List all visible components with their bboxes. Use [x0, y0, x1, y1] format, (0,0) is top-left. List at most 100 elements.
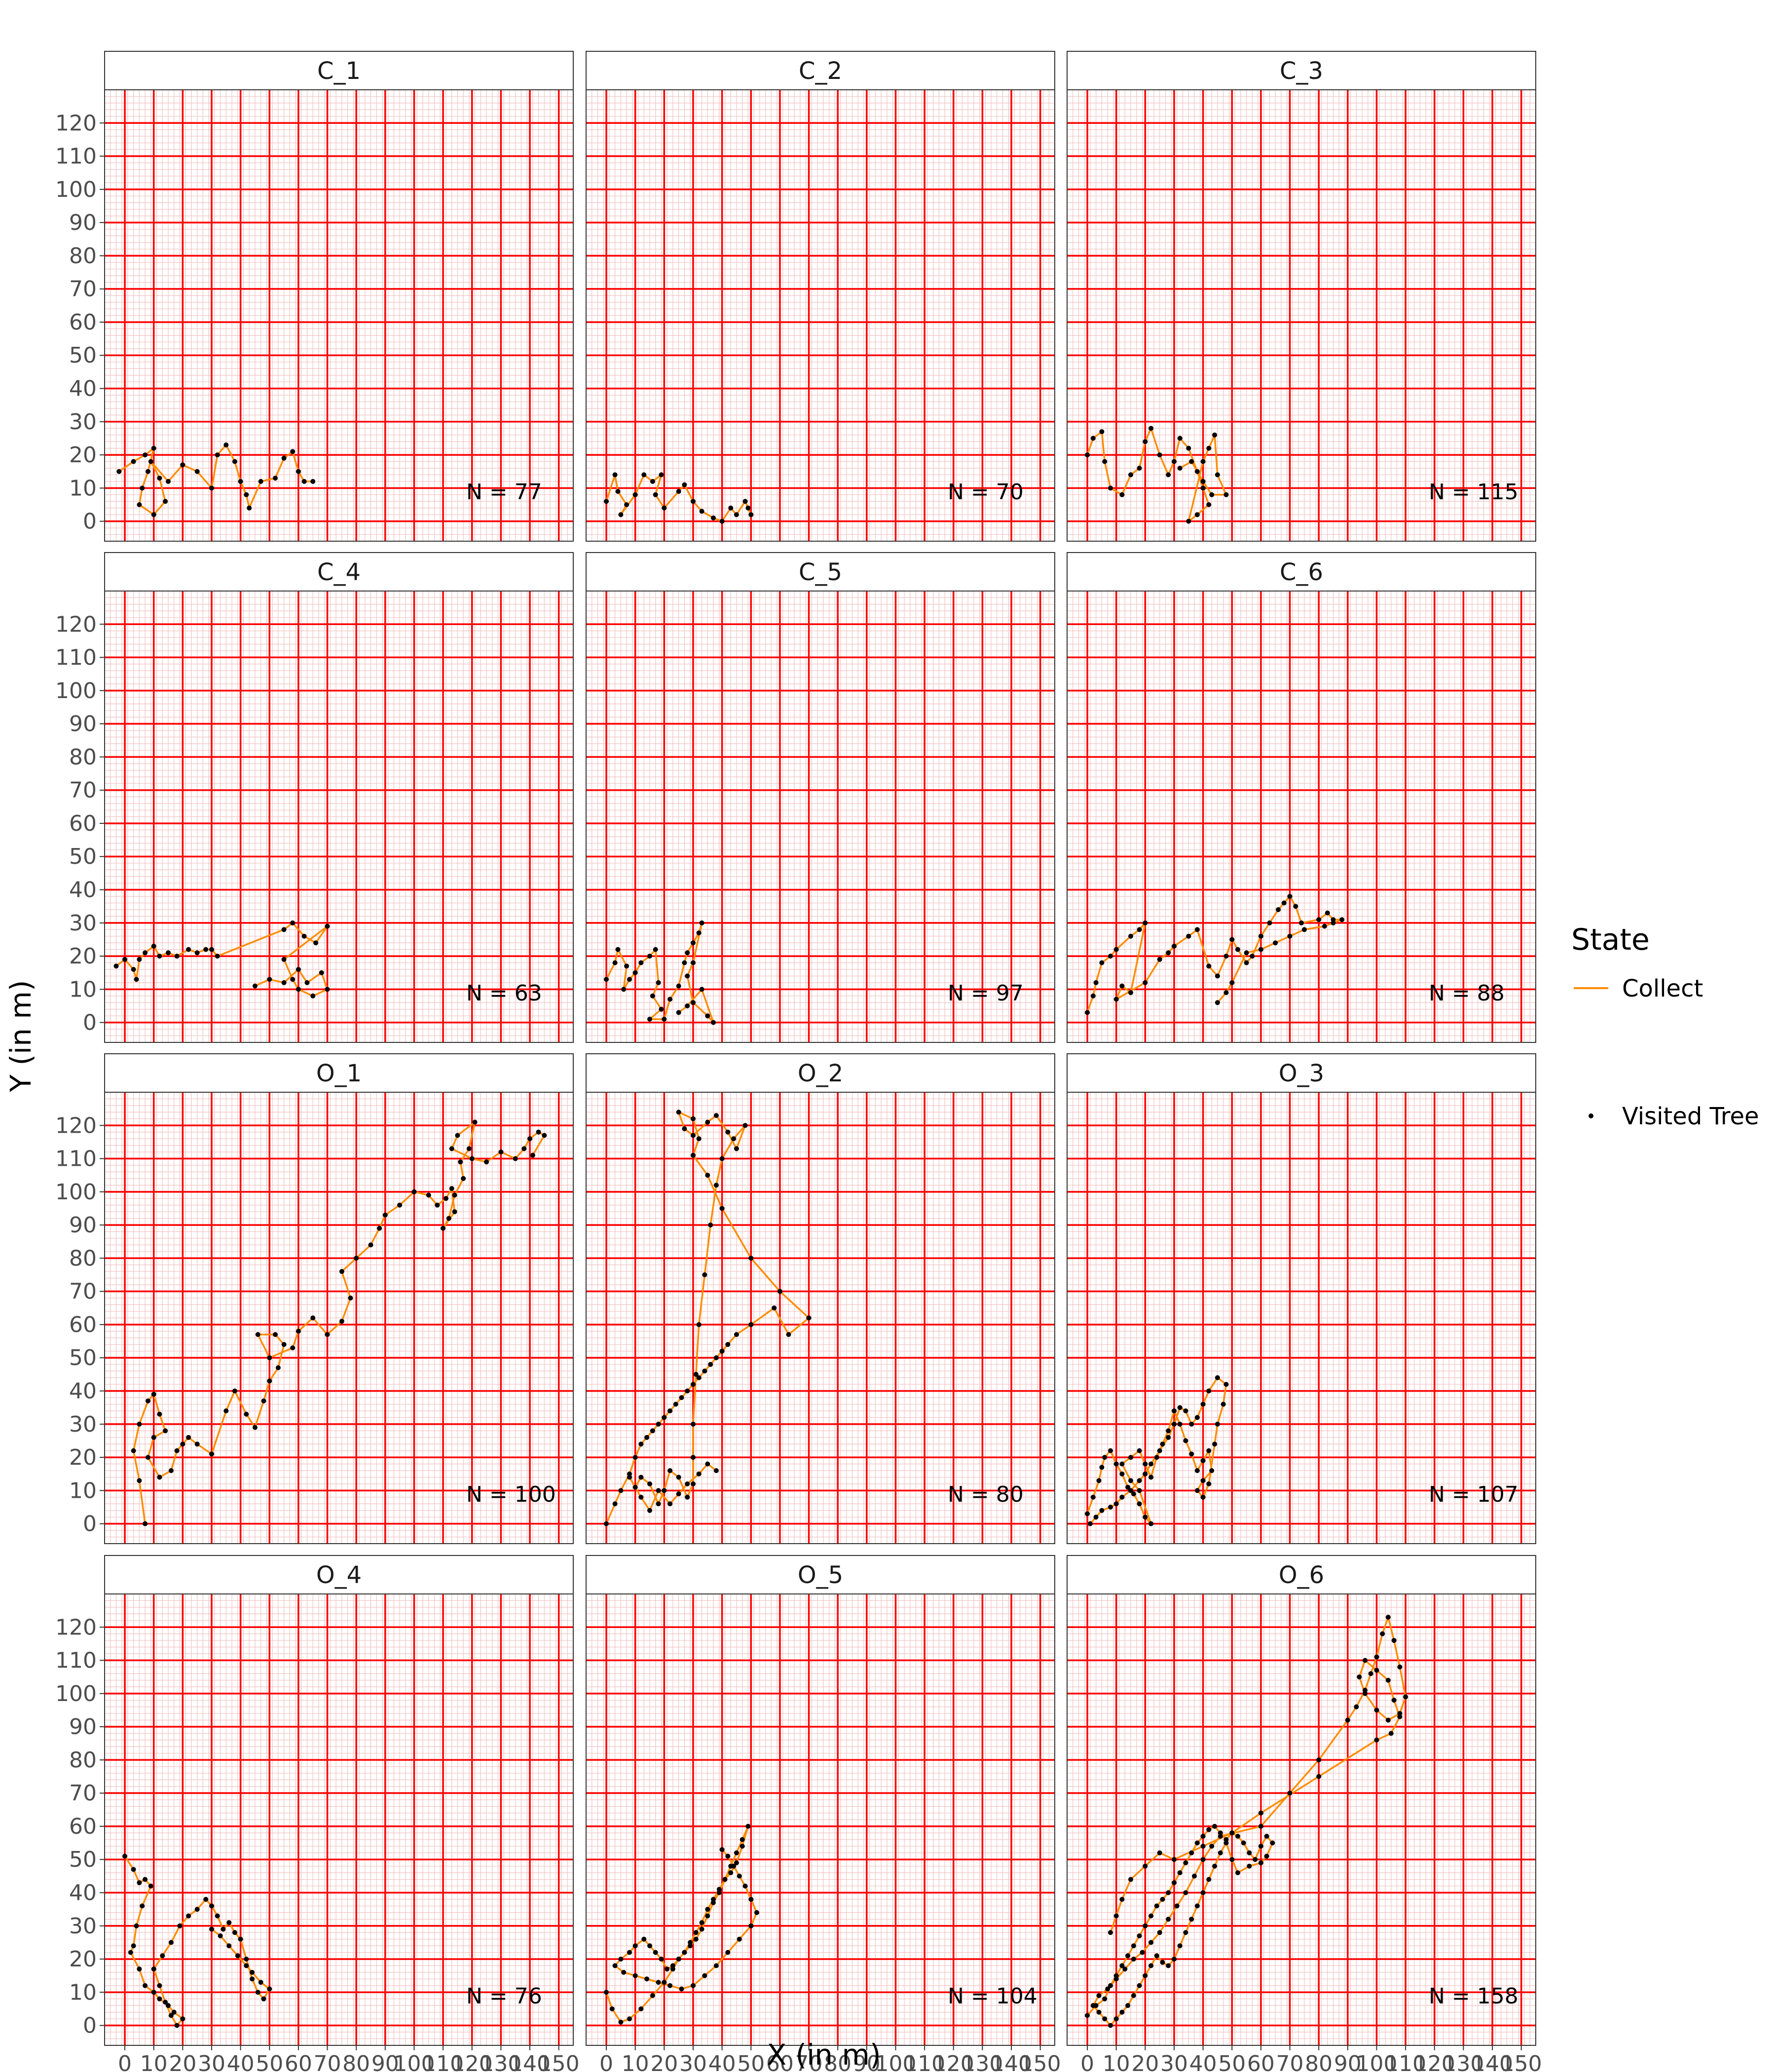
- panel-border-O_4: [104, 1593, 574, 2046]
- visited-tree-point: [1247, 1850, 1252, 1855]
- visited-tree-point: [702, 1369, 707, 1374]
- visited-tree-point: [1244, 950, 1249, 956]
- visited-tree-point: [296, 987, 301, 992]
- x-tick-label: 120: [933, 2051, 974, 2072]
- visited-tree-point: [131, 1867, 136, 1872]
- collect-path-C_2: [605, 474, 752, 522]
- visited-tree-point: [1166, 472, 1171, 478]
- visited-tree-point: [1258, 947, 1263, 952]
- visited-tree-point: [1339, 917, 1345, 923]
- y-tick-label: 80: [69, 1246, 97, 1271]
- y-tick-label: 10: [69, 1980, 97, 2005]
- visited-tree-point: [1125, 1484, 1131, 1490]
- visited-tree-point: [638, 2006, 644, 2011]
- visited-tree-point: [632, 1484, 638, 1490]
- y-tick-label: 50: [69, 844, 97, 869]
- visited-tree-point: [304, 980, 310, 985]
- visited-tree-point: [1102, 459, 1108, 464]
- visited-tree-point: [691, 1000, 696, 1005]
- y-tick-label: 70: [69, 277, 97, 302]
- visited-tree-point: [691, 1455, 696, 1460]
- visited-tree-point: [1258, 1811, 1263, 1815]
- visited-tree-point: [469, 1156, 475, 1161]
- visited-tree-point: [163, 1428, 168, 1434]
- y-tick-label: 80: [69, 1747, 97, 1773]
- visited-tree-point: [1397, 1714, 1403, 1719]
- visited-tree-point: [1264, 1834, 1269, 1839]
- visited-tree-point: [1096, 1478, 1102, 1483]
- x-tick-label: 140: [1472, 2051, 1513, 2072]
- y-tick-label: 60: [69, 310, 97, 335]
- visited-tree-point: [1113, 1461, 1119, 1467]
- visited-tree-point: [232, 1930, 237, 1935]
- visited-tree-point: [1148, 1963, 1154, 1968]
- visited-tree-point: [215, 1913, 220, 1919]
- visited-tree-point: [1183, 1930, 1188, 1935]
- visited-tree-point: [742, 1884, 748, 1889]
- panel-border-C_3: [1067, 89, 1536, 542]
- visited-tree-point: [261, 1996, 266, 2001]
- visited-tree-point: [146, 1398, 150, 1404]
- visited-tree-point: [1090, 436, 1096, 441]
- visited-tree-point: [258, 479, 263, 484]
- visited-tree-point: [1206, 963, 1212, 969]
- strip-O_2: [586, 1053, 1055, 1093]
- visited-tree-point: [542, 1133, 547, 1138]
- y-tick-label: 20: [69, 443, 97, 468]
- visited-tree-point: [1264, 1853, 1269, 1859]
- visited-tree-point: [612, 1963, 618, 1968]
- visited-tree-point: [1137, 1478, 1142, 1483]
- x-tick-label: 40: [1189, 2051, 1217, 2072]
- visited-tree-point: [659, 1006, 664, 1012]
- panel-border-C_1: [104, 89, 574, 542]
- visited-tree-point: [461, 1176, 466, 1181]
- visited-tree-point: [734, 1332, 739, 1337]
- visited-tree-point: [1119, 1897, 1125, 1902]
- visited-tree-point: [1200, 1458, 1206, 1463]
- visited-tree-point: [273, 476, 278, 481]
- visited-tree-point: [691, 1983, 696, 1988]
- visited-tree-point: [397, 1202, 403, 1208]
- visited-tree-point: [647, 954, 652, 959]
- x-tick-label: 60: [766, 2051, 794, 2072]
- visited-tree-point: [157, 1983, 162, 1988]
- visited-tree-point: [638, 1475, 644, 1480]
- visited-tree-point: [696, 1322, 702, 1327]
- visited-tree-point: [734, 1146, 739, 1151]
- visited-tree-point: [676, 489, 681, 494]
- visited-tree-point: [685, 1003, 690, 1008]
- visited-tree-point: [1385, 1717, 1391, 1723]
- visited-tree-point: [1186, 518, 1191, 524]
- visited-tree-point: [1157, 1850, 1162, 1855]
- visited-tree-point: [676, 1475, 681, 1480]
- visited-tree-point: [806, 1315, 812, 1321]
- visited-tree-point: [1206, 1388, 1212, 1394]
- x-tick-label: 110: [904, 2051, 945, 2072]
- visited-tree-point: [1148, 1475, 1154, 1480]
- y-tick-label: 80: [69, 744, 97, 770]
- y-tick-label: 10: [69, 1478, 97, 1503]
- visited-tree-point: [163, 499, 168, 504]
- n-label-O_3: N = 107: [1429, 1482, 1518, 1507]
- x-tick-label: 10: [1103, 2051, 1130, 2072]
- visited-tree-point: [1148, 1461, 1154, 1467]
- visited-tree-point: [662, 505, 667, 511]
- visited-tree-point: [1258, 1824, 1263, 1829]
- visited-tree-point: [1301, 927, 1307, 932]
- x-tick-label: 70: [795, 2051, 823, 2072]
- visited-tree-point: [267, 1355, 272, 1361]
- visited-tree-point: [696, 930, 702, 935]
- visited-tree-point: [754, 1910, 759, 1915]
- visited-tree-point: [676, 1957, 681, 1962]
- visited-tree-point: [691, 940, 696, 946]
- visited-tree-point: [325, 1332, 330, 1337]
- strip-label-C_1: C_1: [317, 57, 361, 85]
- panel-border-O_2: [586, 1092, 1055, 1544]
- visited-tree-point: [1090, 993, 1096, 999]
- visited-tree-point: [166, 2003, 171, 2008]
- visited-tree-point: [244, 1963, 249, 1968]
- visited-tree-point: [650, 1993, 655, 1998]
- x-tick-label: 0: [599, 2051, 613, 2072]
- visited-tree-point: [452, 1192, 457, 1198]
- visited-tree-point: [1154, 1903, 1159, 1909]
